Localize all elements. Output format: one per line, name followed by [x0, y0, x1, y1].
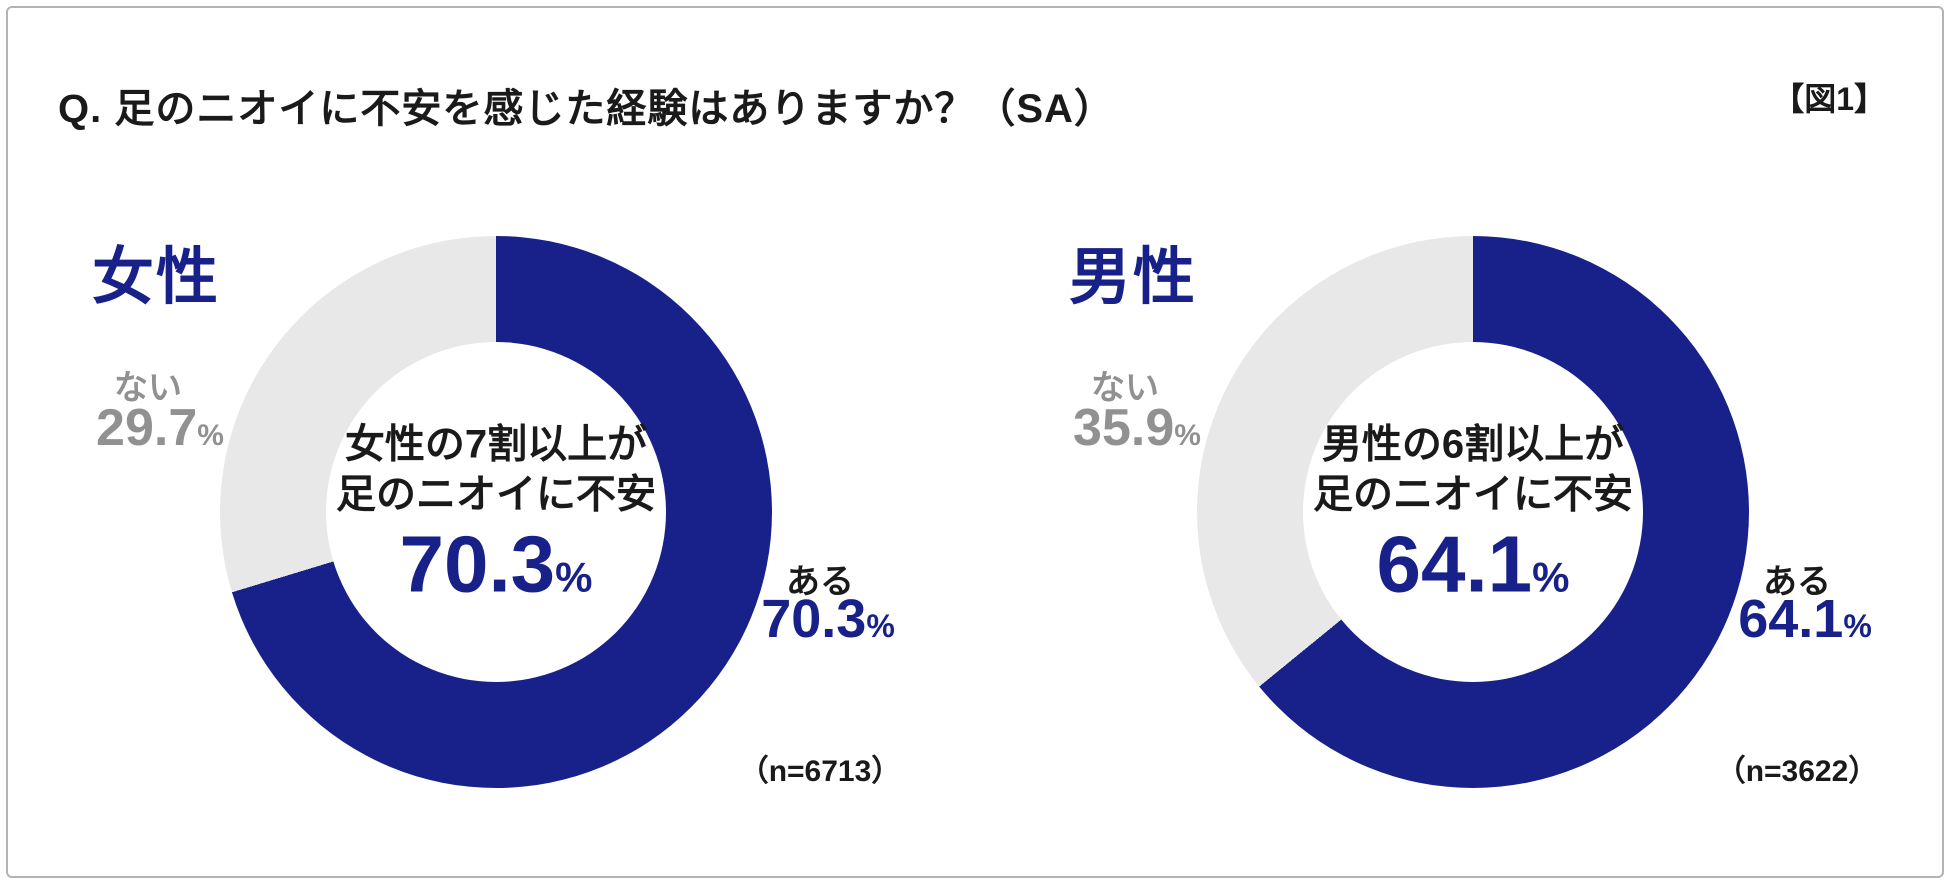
female-center-line2: 足のニオイに不安 — [286, 470, 706, 520]
male-sample-size-label: （n=3622） — [1716, 746, 1879, 790]
male-center-value: 64.1% — [1263, 524, 1683, 604]
female-no-number: 29.7 — [96, 399, 197, 457]
male-center-line1: 男性の6割以上が — [1263, 420, 1683, 470]
female-no-value: 29.7% — [96, 402, 224, 454]
female-donut-hole: 女性の7割以上が 足のニオイに不安 70.3% — [326, 342, 666, 682]
male-yes-number: 64.1 — [1738, 589, 1843, 649]
male-center-line2: 足のニオイに不安 — [1263, 470, 1683, 520]
female-chart-title: 女性 — [92, 226, 220, 316]
female-center-percent-sign: % — [555, 553, 592, 600]
male-donut-chart: 男性の6割以上が 足のニオイに不安 64.1% — [1197, 236, 1749, 788]
female-center-number: 70.3 — [399, 519, 555, 608]
female-center-annotation: 女性の7割以上が 足のニオイに不安 70.3% — [286, 420, 706, 605]
female-center-value: 70.3% — [286, 524, 706, 604]
female-yes-percent-sign: % — [866, 608, 894, 644]
male-yes-value: 64.1% — [1738, 592, 1872, 646]
infographic-card: Q. 足のニオイに不安を感じた経験はありますか？（SA） 【図1】 女性 女性の… — [6, 6, 1944, 878]
female-yes-value: 70.3% — [761, 592, 895, 646]
male-no-value: 35.9% — [1073, 402, 1201, 454]
male-center-number: 64.1 — [1376, 519, 1532, 608]
male-no-percent-sign: % — [1174, 419, 1201, 452]
male-chart-title: 男性 — [1069, 226, 1197, 316]
female-no-percent-sign: % — [197, 419, 224, 452]
male-chart-group: 男性 男性の6割以上が 足のニオイに不安 64.1% ない 35.9% ある 6… — [985, 8, 1950, 892]
female-donut-chart: 女性の7割以上が 足のニオイに不安 70.3% — [220, 236, 772, 788]
female-chart-group: 女性 女性の7割以上が 足のニオイに不安 70.3% ない 29.7% ある 7… — [8, 8, 983, 892]
male-donut-hole: 男性の6割以上が 足のニオイに不安 64.1% — [1303, 342, 1643, 682]
male-no-number: 35.9 — [1073, 399, 1174, 457]
male-center-annotation: 男性の6割以上が 足のニオイに不安 64.1% — [1263, 420, 1683, 605]
male-yes-percent-sign: % — [1843, 608, 1871, 644]
female-sample-size-label: （n=6713） — [739, 746, 902, 790]
female-yes-number: 70.3 — [761, 589, 866, 649]
female-center-line1: 女性の7割以上が — [286, 420, 706, 470]
male-center-percent-sign: % — [1532, 553, 1569, 600]
